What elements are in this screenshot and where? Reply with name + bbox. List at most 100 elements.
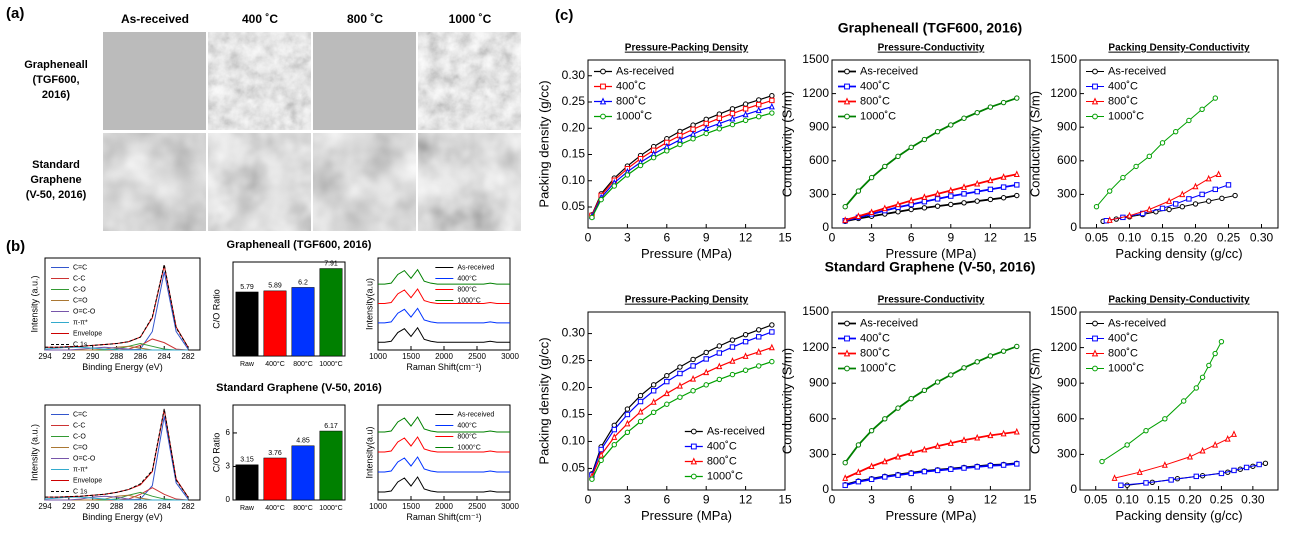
data-point [729, 106, 736, 112]
legend-label: C=O [73, 297, 88, 304]
x-tick-label: 6 [663, 230, 670, 244]
data-point [855, 442, 862, 448]
x-axis-label: Binding Energy (eV) [82, 362, 163, 372]
legend-label: 400˚C [860, 80, 890, 92]
data-point [690, 356, 696, 363]
sem-image [313, 133, 416, 231]
data-point [742, 117, 749, 124]
legend-marker [1091, 97, 1099, 105]
data-point [768, 343, 775, 351]
x-tick-label: 0 [829, 230, 836, 244]
y-tick-label: 0 [1070, 482, 1077, 496]
data-point [1212, 95, 1219, 101]
data-point [1256, 461, 1262, 468]
y-tick-label: 0.25 [562, 94, 586, 108]
y-axis-label: Conductivity (S/m) [1027, 348, 1042, 454]
x-tick-label: 0.15 [1151, 230, 1175, 244]
y-tick-label: 600 [1057, 411, 1077, 425]
series-line [1096, 97, 1216, 208]
data-point [1000, 348, 1007, 354]
legend-marker [844, 335, 850, 342]
y-axis-label: Intensity(a.u) [364, 426, 374, 478]
data-point [921, 387, 928, 394]
data-point [769, 329, 775, 335]
legend-marker [1092, 335, 1098, 342]
panel-label: (b) [6, 238, 25, 255]
x-tick-label: 294 [38, 352, 52, 361]
data-point [729, 114, 736, 122]
y-tick-label: 600 [809, 411, 829, 425]
data-point [676, 381, 683, 389]
data-point [855, 468, 862, 475]
sem-image [418, 32, 521, 130]
data-point [908, 206, 914, 213]
data-point [908, 470, 914, 477]
series-line [844, 173, 1017, 222]
data-point [1093, 204, 1100, 210]
legend-label: Envelope [73, 477, 102, 484]
data-point [598, 457, 604, 464]
sem-image [103, 32, 206, 130]
bar [263, 457, 287, 501]
plot-frame [44, 404, 201, 501]
y-tick-label: 0.05 [562, 199, 586, 213]
data-point [1014, 95, 1020, 101]
data-point [589, 476, 595, 482]
x-tick-label: 1000°C [319, 360, 342, 368]
data-point [1218, 470, 1225, 477]
data-point [1224, 435, 1231, 442]
data-point [947, 186, 954, 194]
data-point [895, 405, 901, 411]
data-point [934, 442, 941, 449]
legend-label: 800˚C [860, 95, 890, 107]
data-point [650, 388, 657, 394]
data-point [703, 356, 709, 362]
data-point [1212, 186, 1218, 193]
data-point [690, 130, 697, 137]
x-tick-label: 290 [86, 502, 100, 511]
y-axis-label: Conductivity (S/m) [779, 91, 794, 197]
data-point [1014, 461, 1020, 467]
legend-marker [843, 349, 851, 357]
bar [235, 464, 259, 501]
data-point [1212, 440, 1219, 448]
y-axis-label: Packing density (g/cc) [536, 80, 551, 207]
data-point [742, 101, 749, 107]
y-tick-label: 0.15 [562, 407, 586, 421]
data-point [703, 382, 709, 388]
y-tick-label: 0 [1070, 220, 1077, 234]
sem-column-header: 1000 ˚C [449, 12, 492, 26]
data-point [1146, 205, 1153, 213]
data-point [974, 198, 980, 204]
data-point [611, 422, 617, 428]
legend-label: As-received [860, 317, 918, 329]
data-point [855, 212, 862, 219]
legend-marker [600, 113, 606, 120]
legend-label: 800˚C [860, 347, 890, 359]
y-tick-label: 900 [1057, 119, 1077, 133]
data-point [755, 347, 762, 355]
legend-label: 400˚C [707, 440, 737, 452]
legend-label: 1000˚C [860, 110, 896, 122]
series-line [844, 430, 1017, 479]
x-tick-label: 800°C [293, 504, 313, 512]
data-point [1161, 461, 1168, 468]
x-tick-label: 12 [739, 230, 753, 244]
legend-marker [844, 365, 850, 372]
sem-image [103, 133, 206, 231]
legend-label: 800˚C [707, 455, 737, 467]
y-tick-label: 900 [1057, 375, 1077, 389]
data-point [756, 97, 762, 103]
legend-label: 1000°C [457, 443, 480, 451]
legend-label: 800˚C [1108, 95, 1138, 107]
bar-value-label: 5.89 [268, 283, 282, 290]
panel-label: (c) [555, 7, 573, 24]
data-point [1186, 196, 1192, 202]
legend-label: 1000˚C [1108, 110, 1144, 122]
data-point [1231, 467, 1237, 474]
x-tick-label: 3000 [501, 352, 519, 361]
plot-frame [1079, 59, 1279, 229]
data-point [1014, 192, 1020, 199]
x-tick-label: 12 [984, 230, 998, 244]
